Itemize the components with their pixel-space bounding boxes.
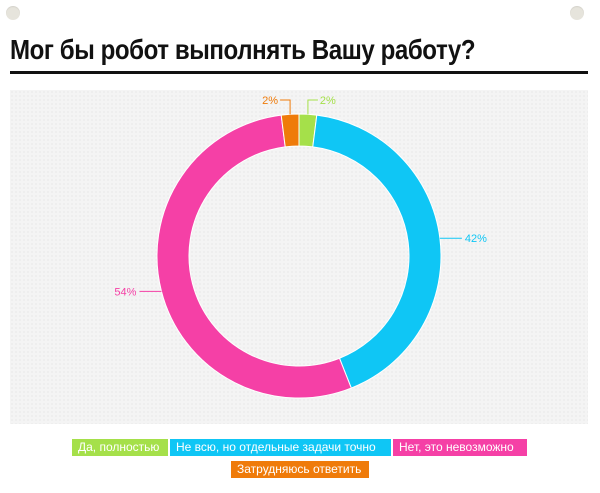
legend-item-hard-to-say: Затрудняюсь ответить <box>231 461 369 478</box>
title-divider <box>10 71 588 74</box>
svg-text:2%: 2% <box>262 95 278 107</box>
svg-text:54%: 54% <box>114 286 136 298</box>
slice-some-tasks <box>312 114 442 389</box>
legend-item-yes-fully: Да, полностью <box>72 439 168 456</box>
svg-text:42%: 42% <box>465 233 487 245</box>
label-some-tasks: 42% <box>439 233 487 245</box>
legend-item-some-tasks: Не всю, но отдельные задачи точно <box>170 439 391 456</box>
pin-dot-right <box>570 6 584 20</box>
svg-text:2%: 2% <box>320 95 336 107</box>
slice-impossible <box>156 114 352 399</box>
label-impossible: 54% <box>114 286 162 298</box>
chart-title: Мог бы робот выполнять Вашу работу? <box>10 34 476 65</box>
legend-item-impossible: Нет, это невозможно <box>393 439 527 456</box>
slice-hard-to-say <box>280 113 300 148</box>
label-hard-to-say: 2% <box>262 95 291 115</box>
label-yes-fully: 2% <box>307 95 336 115</box>
pin-dot-left <box>6 6 20 20</box>
